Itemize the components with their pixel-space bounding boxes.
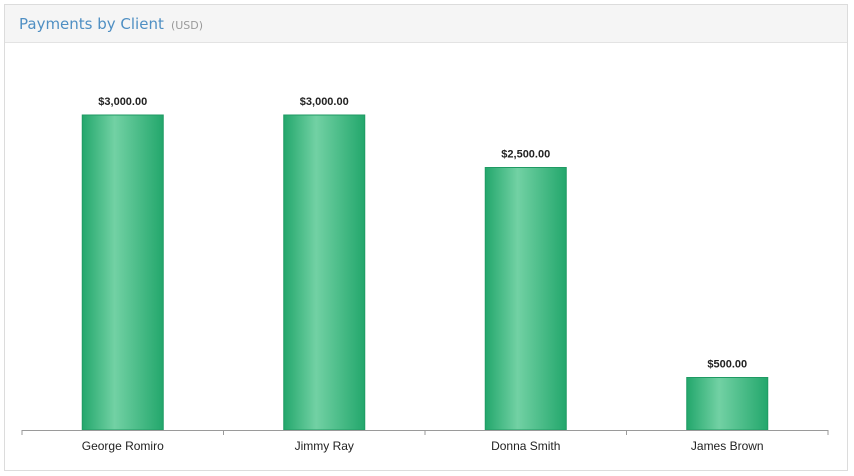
category-label-0: George Romiro (82, 439, 164, 453)
panel-title: Payments by Client (19, 15, 164, 33)
category-label-3: James Brown (691, 439, 764, 453)
x-axis: George Romiro Jimmy Ray Donna Smith James B… (21, 430, 829, 453)
data-label-2: $2,500.00 (501, 149, 550, 161)
bar-0[interactable] (81, 114, 164, 431)
bar-series: $3,000.00 $3,000.00 $2,500.00 $500.00 (81, 96, 769, 431)
panel-unit: (USD) (170, 19, 204, 32)
data-label-3: $500.00 (707, 359, 747, 371)
bar-2[interactable] (484, 167, 567, 431)
category-label-2: Donna Smith (491, 439, 560, 453)
panel-header: Payments by Client (USD) (5, 5, 847, 43)
data-label-0: $3,000.00 (98, 96, 147, 108)
category-label-1: Jimmy Ray (295, 439, 354, 453)
bar-1[interactable] (283, 114, 366, 431)
data-label-1: $3,000.00 (300, 96, 349, 108)
bar-3[interactable] (686, 377, 769, 431)
